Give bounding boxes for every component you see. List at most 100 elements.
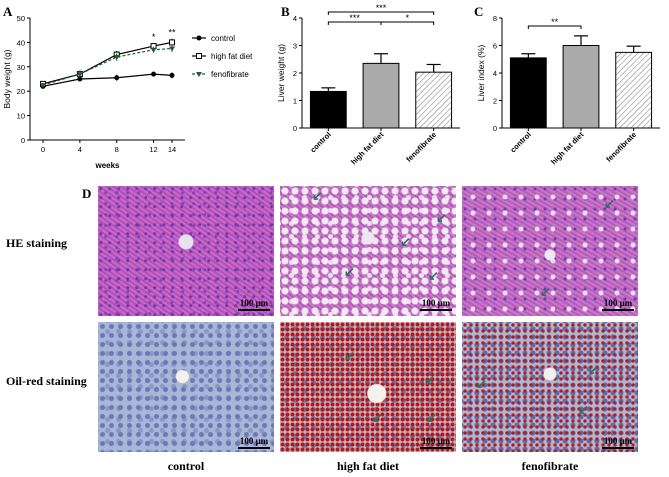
legend-label: high fat diet — [211, 52, 253, 61]
x-tick-label: control — [308, 130, 332, 154]
data-point — [151, 71, 157, 77]
data-point — [76, 72, 83, 78]
legend-marker — [196, 35, 202, 41]
y-tick-label: 8 — [493, 14, 497, 23]
x-tick-label: high fat diet — [549, 130, 586, 167]
x-tick-label: fenofibrate — [604, 130, 638, 164]
significance-bracket — [527, 25, 582, 29]
significance-marker: ** — [168, 28, 176, 38]
row-label-he: HE staining — [6, 236, 68, 250]
data-point — [114, 75, 120, 81]
liver-weight-bar-chart: 0 1 2 3 4 Liver weight (g) control high fat die… — [276, 3, 460, 167]
x-tick-label: 14 — [168, 145, 176, 154]
scale-bar-label: 100 μm — [603, 436, 633, 446]
y-axis-label: Body weight (g) — [2, 49, 12, 108]
x-tick-label: 4 — [78, 145, 82, 154]
data-point — [169, 46, 175, 52]
y-axis-label: Liver index (%) — [476, 44, 486, 101]
lipid-arrow-icon: ↙ — [540, 284, 551, 299]
legend-label: fenofibrate — [211, 70, 249, 79]
scale-bar-label: 100 μm — [603, 298, 633, 308]
y-tick-label: 3 — [293, 42, 297, 51]
legend-marker — [196, 72, 202, 77]
scale-bar: 100 μm — [238, 436, 270, 449]
significance-marker: ** — [551, 17, 559, 27]
bar-fenofibrate — [615, 51, 653, 129]
y-tick-label: 40 — [17, 38, 25, 47]
x-axis-label: weeks — [94, 161, 120, 170]
lipid-arrow-icon: ↙ — [312, 188, 323, 203]
he-control-image — [98, 186, 274, 316]
lipid-arrow-icon: ↙ — [344, 264, 355, 279]
oilred-high-fat-diet-image — [280, 322, 456, 452]
x-tick-label: 0 — [41, 145, 45, 154]
legend-label: control — [211, 34, 235, 43]
significance-marker: * — [152, 32, 156, 42]
col-label-fenofibrate: fenofibrate — [521, 459, 579, 473]
y-tick-label: 4 — [293, 14, 297, 23]
significance-marker: * — [406, 13, 410, 23]
lipid-arrow-icon: ↙ — [400, 234, 411, 249]
y-tick-label: 10 — [17, 112, 25, 121]
lipid-arrow-icon: ↙ — [428, 268, 439, 283]
scale-bar-label: 100 μm — [421, 298, 451, 308]
panel-letter-b: B — [281, 4, 290, 19]
scale-bar: 100 μm — [238, 298, 270, 311]
scale-bar-label: 100 μm — [239, 436, 269, 446]
x-tick-label: 12 — [149, 145, 157, 154]
oilred-control-image — [98, 322, 274, 452]
he-high-fat-diet-image — [280, 186, 456, 316]
panel-letter-d: D — [82, 186, 92, 201]
lipid-arrow-icon: ↙ — [372, 410, 383, 425]
panel-letter-a: A — [3, 4, 13, 19]
row-label-oilred: Oil-red staining — [6, 374, 87, 388]
y-tick-label: 1 — [293, 97, 297, 106]
y-tick-label: 20 — [17, 87, 25, 96]
panel-letter-c: C — [474, 4, 484, 19]
lipid-arrow-icon: ↙ — [436, 210, 447, 225]
data-point — [113, 55, 120, 61]
data-point — [40, 83, 46, 89]
bar-fenofibrate — [415, 71, 453, 129]
x-tick-label: fenofibrate — [404, 130, 438, 164]
y-tick-label: 2 — [293, 69, 297, 78]
scale-bar-label: 100 μm — [239, 298, 269, 308]
data-point — [77, 76, 83, 82]
bar-control — [509, 57, 547, 129]
y-tick-label: 4 — [493, 69, 497, 78]
x-tick-label: high fat diet — [349, 130, 386, 167]
scale-bar: 100 μm — [420, 436, 452, 449]
lipid-arrow-icon: ↙ — [476, 376, 487, 391]
bar-high-fat-diet — [362, 62, 400, 129]
scale-bar: 100 μm — [602, 298, 634, 311]
oilred-fenofibrate-image — [462, 322, 638, 452]
col-label-high-fat-diet: high fat diet — [336, 459, 399, 473]
lipid-arrow-icon: ↙ — [578, 402, 589, 417]
y-tick-label: 0 — [293, 124, 297, 133]
y-tick-label: 30 — [17, 63, 25, 72]
significance-marker: *** — [349, 13, 360, 23]
data-point — [169, 39, 175, 46]
scale-bar: 100 μm — [602, 436, 634, 449]
series-line-fenofibrate — [42, 47, 173, 86]
significance-bracket — [380, 21, 435, 25]
liver-index-bar-chart: 0 2 4 6 8 Liver index (%) control high fat diet… — [476, 14, 660, 167]
lipid-arrow-icon: ↙ — [604, 196, 615, 211]
lipid-arrow-icon: ↙ — [424, 372, 435, 387]
x-tick-label: 8 — [115, 145, 119, 154]
y-tick-label: 0 — [493, 124, 497, 133]
x-tick-label: control — [508, 130, 532, 154]
lipid-arrow-icon: ↙ — [344, 348, 355, 363]
y-axis-label: Liver weight (g) — [276, 44, 286, 102]
y-tick-label: 2 — [493, 97, 497, 106]
lipid-arrow-icon: ↙ — [426, 410, 437, 425]
data-point — [169, 72, 175, 78]
y-tick-label: 6 — [493, 42, 497, 51]
scale-bar: 100 μm — [420, 298, 452, 311]
data-point — [150, 47, 157, 53]
significance-marker: *** — [376, 3, 387, 13]
bar-high-fat-diet — [562, 45, 600, 129]
y-tick-label: 0 — [21, 136, 25, 145]
significance-bracket — [327, 11, 435, 15]
